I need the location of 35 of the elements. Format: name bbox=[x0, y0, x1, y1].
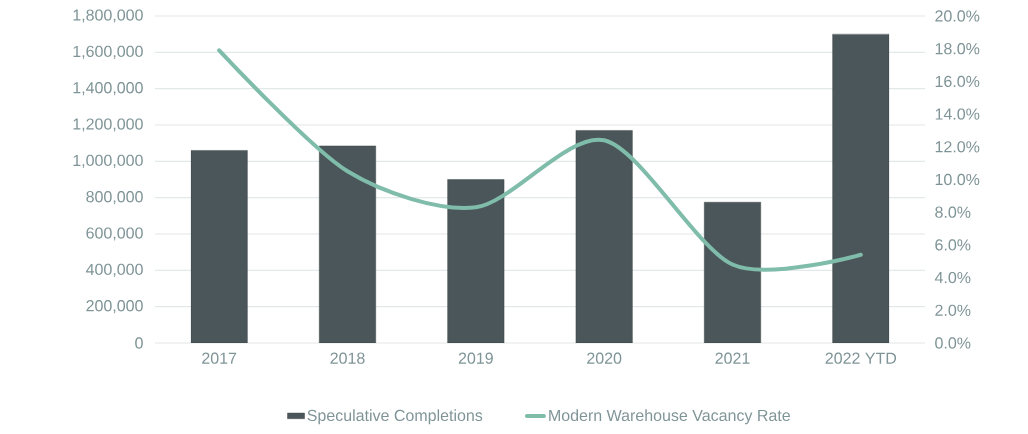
y2-tick-label: 20.0% bbox=[935, 10, 980, 22]
y2-tick-label: 10.0% bbox=[935, 173, 980, 186]
bar bbox=[704, 202, 761, 343]
y-tick-label: 200,000 bbox=[86, 300, 143, 314]
y-tick-label: 1,200,000 bbox=[73, 118, 143, 132]
x-tick-label: 2020 bbox=[587, 352, 622, 364]
y2-tick-label: 14.0% bbox=[935, 108, 980, 120]
y-tick-label: 600,000 bbox=[86, 227, 143, 241]
y-tick-label: 800,000 bbox=[86, 191, 143, 205]
bar bbox=[575, 130, 633, 343]
x-tick-label: 2021 bbox=[715, 352, 750, 364]
y-tick-label: 1,600,000 bbox=[73, 45, 143, 59]
y2-tick-label: 6.0% bbox=[935, 239, 971, 251]
bar bbox=[832, 33, 890, 343]
bar bbox=[190, 150, 248, 343]
legend-label: Modern Warehouse Vacancy Rate bbox=[549, 409, 790, 425]
y-tick-label: 1,000,000 bbox=[73, 154, 143, 168]
y2-tick-label: 16.0% bbox=[935, 75, 980, 88]
y2-tick-label: 2.0% bbox=[935, 304, 971, 316]
y-tick-label: 400,000 bbox=[85, 263, 143, 277]
y-tick-label: 0 bbox=[135, 337, 143, 349]
y2-tick-label: 0.0% bbox=[935, 337, 971, 349]
x-tick-label: 2022 YTD bbox=[825, 352, 897, 364]
y-tick-label: 1,400,000 bbox=[73, 82, 143, 96]
x-tick-label: 2017 bbox=[202, 352, 237, 364]
y2-tick-label: 4.0% bbox=[934, 271, 971, 284]
legend-label: Speculative Completions bbox=[307, 409, 483, 425]
bar bbox=[447, 179, 505, 343]
y2-tick-label: 12.0% bbox=[935, 141, 980, 153]
y2-tick-label: 8.0% bbox=[935, 206, 971, 218]
y-tick-label: 1,800,000 bbox=[73, 9, 143, 23]
y2-tick-label: 18.0% bbox=[935, 43, 980, 55]
x-tick-label: 2018 bbox=[330, 352, 365, 364]
bar bbox=[319, 145, 376, 343]
x-tick-label: 2019 bbox=[458, 352, 493, 364]
